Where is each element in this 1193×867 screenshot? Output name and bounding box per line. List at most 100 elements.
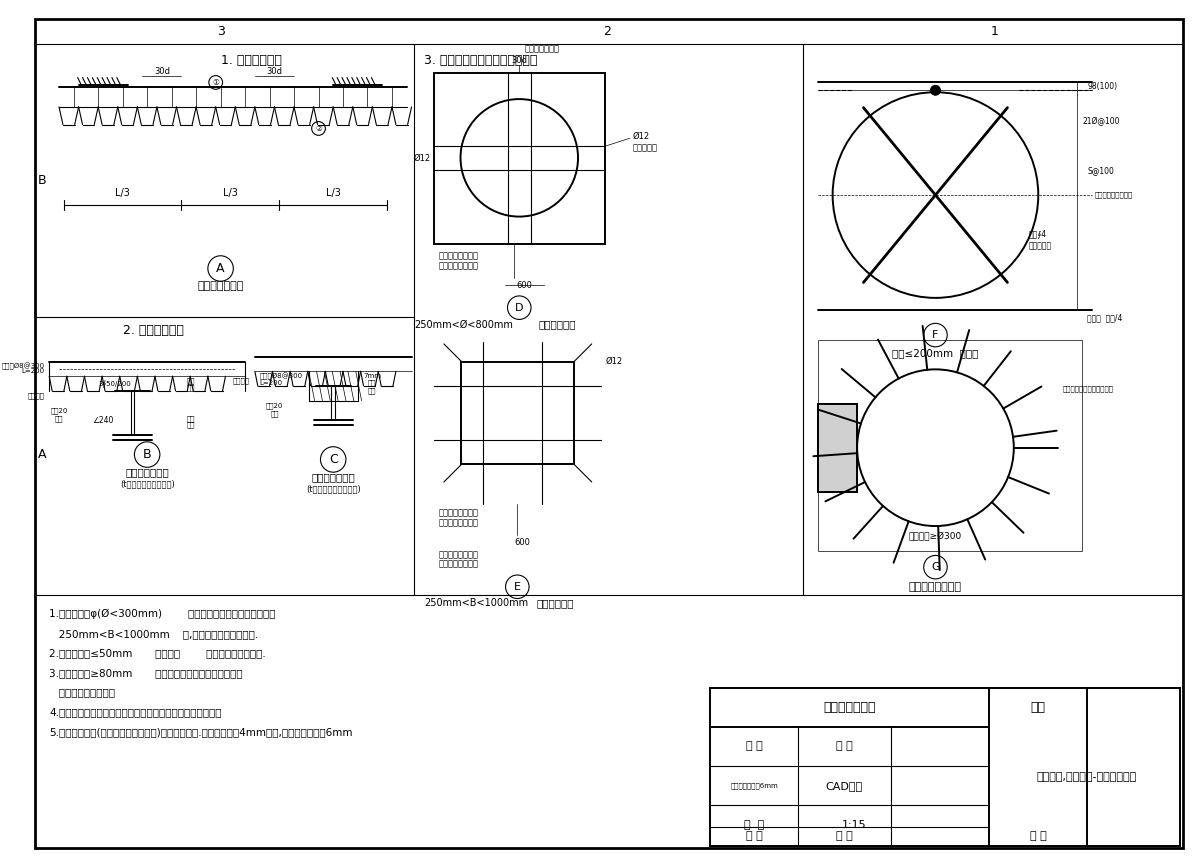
Text: 30d: 30d [512, 56, 527, 65]
Text: Ø12: Ø12 [632, 132, 650, 140]
Text: 日 期: 日 期 [836, 831, 853, 842]
Text: 锚固筋Ø8@300: 锚固筋Ø8@300 [1, 362, 44, 370]
Text: L=200: L=200 [260, 380, 283, 386]
Text: 至孔边  板跨/4: 至孔边 板跨/4 [1087, 313, 1123, 322]
Text: 3. 钒筋混凝土板上洞口加固钒筋: 3. 钒筋混凝土板上洞口加固钒筋 [425, 55, 538, 68]
Circle shape [931, 85, 940, 95]
Text: 钢板: 钢板 [187, 415, 196, 421]
Text: G: G [932, 562, 940, 572]
Text: A: A [216, 262, 224, 275]
Text: 7mm: 7mm [364, 373, 382, 379]
Text: 通长: 通长 [187, 385, 196, 391]
Text: 压型钢板: 压型钢板 [27, 393, 44, 399]
Text: 布置在与被截断的: 布置在与被截断的 [439, 251, 478, 260]
Text: 单向板锚入支座: 单向板锚入支座 [524, 44, 560, 54]
Text: (t为各层建筑面层厚度): (t为各层建筑面层厚度) [305, 485, 360, 493]
Text: 楼梯孔及其它孔: 楼梯孔及其它孔 [311, 472, 356, 482]
Bar [434, 73, 605, 244]
Text: ②: ② [315, 124, 322, 133]
Bar [818, 340, 1082, 551]
Text: (t为各层建筑面层厚度): (t为各层建筑面层厚度) [119, 479, 174, 488]
Text: Ø12: Ø12 [414, 153, 431, 162]
Text: C: C [329, 453, 338, 466]
Text: 校 核: 校 核 [746, 831, 762, 842]
Text: B: B [38, 174, 47, 187]
Text: 钢板: 钢板 [369, 380, 377, 387]
Text: 压型钢板: 压型钢板 [233, 378, 251, 384]
Text: 5.所有附属鐵件(工字型楼板锂梁除外)均角焊缝连接.除堡头板焊缝4mm厚外,其他未满焊焊缝6mm: 5.所有附属鐵件(工字型楼板锂梁除外)均角焊缝连接.除堡头板焊缝4mm厚外,其他… [49, 727, 353, 737]
Text: 板钢筋接头示意: 板钢筋接头示意 [197, 281, 243, 291]
Text: 开洞≤200mm  时做法: 开洞≤200mm 时做法 [892, 348, 978, 358]
Text: 洞口加固钒筋: 洞口加固钒筋 [539, 319, 576, 329]
Text: 250mm<B<1000mm: 250mm<B<1000mm [425, 598, 528, 609]
Text: 洞口加固钒筋: 洞口加固钒筋 [537, 598, 574, 609]
Text: 30d: 30d [154, 67, 169, 76]
Text: 1. 板中钒筋接头: 1. 板中钒筋接头 [221, 55, 282, 68]
Text: 组合结构通用图: 组合结构通用图 [823, 701, 876, 714]
Text: 图 号: 图 号 [1030, 831, 1046, 842]
Text: 600: 600 [517, 281, 532, 290]
Text: 钒筋接头,孔洞加固-压型锂板做底: 钒筋接头,孔洞加固-压型锂板做底 [1037, 772, 1137, 782]
Text: L/3: L/3 [326, 188, 341, 198]
Text: 锚固筋Ø8@300: 锚固筋Ø8@300 [260, 373, 303, 380]
Text: 3: 3 [217, 25, 224, 38]
Text: F: F [932, 330, 939, 340]
Text: 堵头20: 堵头20 [266, 402, 283, 409]
Text: 通长: 通长 [369, 388, 377, 394]
Text: 2.当圆孔直径≤50mm       或矩形孔        时受力钒筋绕过孔洞.: 2.当圆孔直径≤50mm 或矩形孔 时受力钒筋绕过孔洞. [49, 649, 266, 658]
Text: 设 计: 设 计 [836, 741, 853, 752]
Text: 堵头20: 堵头20 [50, 407, 68, 414]
Text: 30d: 30d [266, 67, 283, 76]
Text: 2: 2 [604, 25, 611, 38]
Text: 通长: 通长 [270, 410, 279, 417]
Bar [818, 404, 857, 492]
Text: 21Ø@100: 21Ø@100 [1082, 117, 1120, 126]
Text: 98(100): 98(100) [1087, 81, 1118, 91]
Text: 比  例: 比 例 [744, 819, 765, 830]
Text: 钢板: 钢板 [187, 378, 196, 384]
Text: 批 准: 批 准 [746, 741, 762, 752]
Text: 主筋同一水平面上: 主筋同一水平面上 [439, 261, 478, 270]
Text: 250mm<B<1000mm    时,按上图设洞口加固钒筋.: 250mm<B<1000mm 时,按上图设洞口加固钒筋. [49, 629, 259, 639]
Text: S@100: S@100 [1087, 166, 1114, 175]
Text: 250mm<Ø<800mm: 250mm<Ø<800mm [414, 319, 513, 329]
Text: 梁边现浇板示意: 梁边现浇板示意 [125, 467, 169, 477]
Text: 3.当圆孔直径≥80mm       或矩形孔垂直于板跨方向的边长: 3.当圆孔直径≥80mm 或矩形孔垂直于板跨方向的边长 [49, 668, 243, 678]
Text: 放射钢筋≥Ø300: 放射钢筋≥Ø300 [909, 531, 962, 540]
Text: 上下各一根: 上下各一根 [1028, 242, 1051, 251]
Text: A: A [38, 448, 47, 461]
Text: ∠240: ∠240 [92, 416, 113, 425]
Bar [462, 362, 574, 465]
Text: 且应伸入附加筋范内或梁内: 且应伸入附加筋范内或梁内 [1063, 386, 1114, 392]
Text: 主筋同一水平面上: 主筋同一水平面上 [439, 518, 478, 528]
Text: 均沿板跨方向每边设: 均沿板跨方向每边设 [49, 688, 116, 698]
Text: 布置在与被截断的: 布置在与被截断的 [439, 550, 478, 559]
Text: 3∮50/200: 3∮50/200 [98, 381, 131, 388]
Text: 钢筋伸过钢梁中心线: 钢筋伸过钢梁中心线 [1095, 192, 1133, 199]
Text: 通长: 通长 [55, 415, 63, 421]
Text: 1.当圆孔直径φ(Ø<300mm)        或矩形孔垂直于板跨方向的边长: 1.当圆孔直径φ(Ø<300mm) 或矩形孔垂直于板跨方向的边长 [49, 609, 276, 619]
Text: 圆洞口边放射钒筋: 圆洞口边放射钒筋 [909, 582, 962, 592]
Text: L/3: L/3 [116, 188, 130, 198]
Text: 布置在与被截断的: 布置在与被截断的 [439, 509, 478, 518]
Text: 主筋同一水平面上: 主筋同一水平面上 [439, 560, 478, 569]
Text: 4.板上洞口加固钒筋的面积不小于被孔洞截断的受力筋总面积: 4.板上洞口加固钒筋的面积不小于被孔洞截断的受力筋总面积 [49, 707, 222, 717]
Text: 其他未满焊焊缝6mm: 其他未满焊焊缝6mm [730, 782, 778, 789]
Text: 环筋∮4: 环筋∮4 [1028, 230, 1046, 238]
Text: 600: 600 [514, 538, 530, 547]
Text: 1: 1 [990, 25, 999, 38]
Text: B: B [143, 448, 152, 461]
Text: 通长: 通长 [187, 422, 196, 428]
Text: CAD制图: CAD制图 [826, 780, 863, 791]
Text: ①: ① [212, 78, 220, 87]
Text: Ø12: Ø12 [605, 357, 623, 366]
Text: L=200: L=200 [21, 368, 44, 375]
Text: 1:15: 1:15 [842, 819, 866, 830]
Text: 2. 孔边构造详图: 2. 孔边构造详图 [123, 323, 184, 336]
Text: E: E [514, 582, 521, 592]
Text: 工程: 工程 [1031, 701, 1046, 714]
Text: L/3: L/3 [223, 188, 237, 198]
Text: 上下各一根: 上下各一根 [632, 144, 657, 153]
Bar [818, 404, 857, 492]
Bar [710, 688, 1180, 846]
